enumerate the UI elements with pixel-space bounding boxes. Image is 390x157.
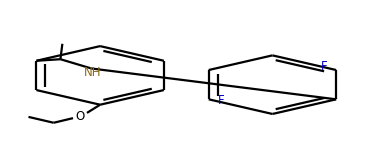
Text: F: F: [321, 60, 328, 73]
Text: F: F: [218, 94, 224, 107]
Text: O: O: [75, 110, 85, 123]
Text: NH: NH: [83, 66, 101, 79]
